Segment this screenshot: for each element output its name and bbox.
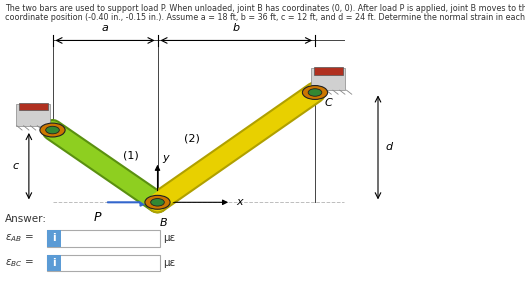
Text: B: B bbox=[160, 218, 168, 228]
FancyBboxPatch shape bbox=[47, 230, 61, 247]
Text: coordinate position (-0.40 in., -0.15 in.). Assume a = 18 ft, b = 36 ft, c = 12 : coordinate position (-0.40 in., -0.15 in… bbox=[5, 13, 525, 22]
Bar bbox=[16, 104, 50, 126]
FancyBboxPatch shape bbox=[47, 255, 61, 271]
FancyBboxPatch shape bbox=[47, 255, 160, 271]
Text: $\varepsilon_{BC}$ =: $\varepsilon_{BC}$ = bbox=[5, 257, 34, 269]
Text: y: y bbox=[163, 153, 170, 162]
Text: x: x bbox=[236, 197, 243, 207]
Text: C: C bbox=[324, 98, 332, 108]
Text: Answer:: Answer: bbox=[5, 214, 47, 224]
Text: c: c bbox=[12, 161, 18, 171]
Text: $\varepsilon_{AB}$ =: $\varepsilon_{AB}$ = bbox=[5, 233, 34, 244]
Circle shape bbox=[308, 89, 322, 96]
Circle shape bbox=[151, 199, 164, 206]
Bar bbox=[311, 68, 345, 90]
Text: (2): (2) bbox=[184, 134, 200, 144]
Text: i: i bbox=[52, 234, 56, 243]
Text: P: P bbox=[93, 211, 101, 224]
Text: The two bars are used to support load P. When unloaded, joint B has coordinates : The two bars are used to support load P.… bbox=[5, 4, 525, 13]
Text: με: με bbox=[163, 258, 175, 268]
Bar bbox=[314, 67, 343, 75]
Circle shape bbox=[302, 86, 328, 99]
Text: b: b bbox=[233, 23, 240, 33]
Text: (1): (1) bbox=[123, 150, 139, 160]
Circle shape bbox=[145, 195, 170, 209]
Text: με: με bbox=[163, 234, 175, 243]
Text: i: i bbox=[52, 258, 56, 268]
Bar bbox=[19, 103, 48, 110]
Text: A: A bbox=[32, 111, 39, 121]
FancyBboxPatch shape bbox=[47, 230, 160, 247]
Circle shape bbox=[40, 123, 65, 137]
Circle shape bbox=[46, 126, 59, 134]
Text: a: a bbox=[101, 23, 109, 33]
Text: d: d bbox=[386, 142, 393, 152]
